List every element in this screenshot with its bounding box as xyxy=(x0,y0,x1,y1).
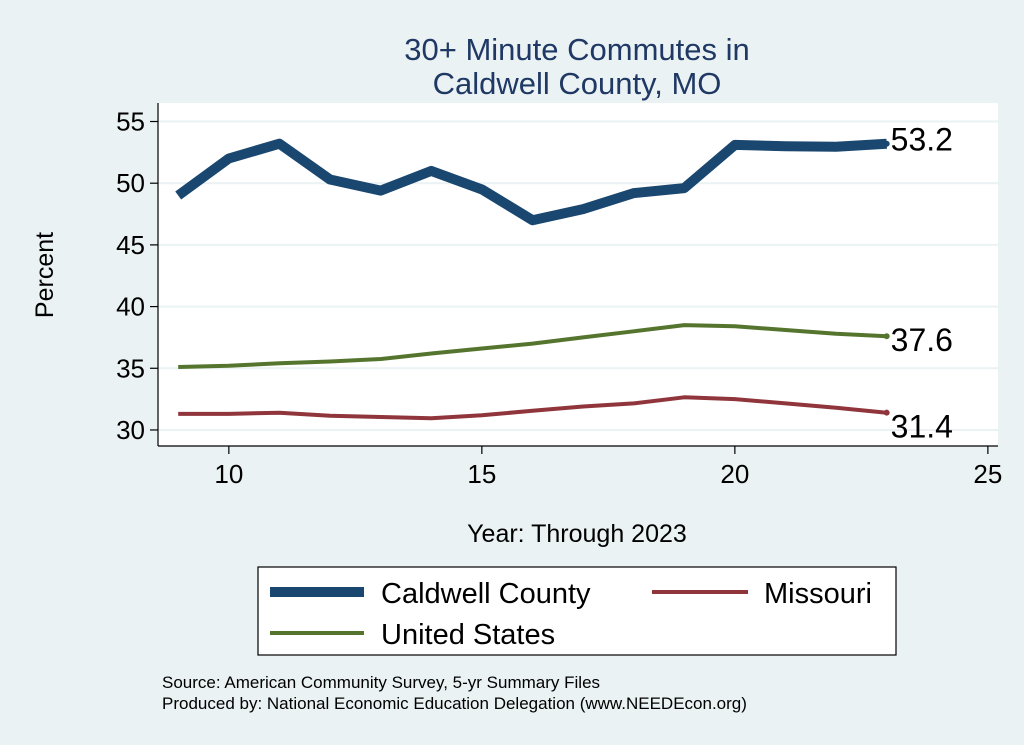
end-label-caldwell-county: 53.2 xyxy=(891,122,953,158)
series-line-caldwell-county xyxy=(175,138,888,226)
y-tick-label-55: 55 xyxy=(116,107,145,137)
end-label-united-states: 37.6 xyxy=(891,322,953,358)
producer-note: Produced by: National Economic Education… xyxy=(162,694,747,713)
end-point-caldwell-county xyxy=(883,140,890,147)
gridlines xyxy=(158,120,998,431)
series-line-missouri xyxy=(178,395,887,421)
end-point-united-states xyxy=(883,333,890,340)
y-tick-label-50: 50 xyxy=(116,168,145,198)
y-axis-label: Percent xyxy=(31,232,59,318)
y-tick-label-45: 45 xyxy=(116,230,145,260)
y-tick-label-35: 35 xyxy=(116,353,145,383)
x-axis-ticks: 10 15 20 25 xyxy=(214,446,1002,489)
end-labels: 53.2 37.6 31.4 xyxy=(891,122,953,445)
series-lines xyxy=(175,138,890,421)
legend: Caldwell County Missouri United States xyxy=(257,566,897,656)
y-tick-label-40: 40 xyxy=(116,292,145,322)
x-tick-label-20: 20 xyxy=(720,459,749,489)
chart-title-line-1: 30+ Minute Commutes in xyxy=(404,32,749,67)
legend-label-caldwell-county: Caldwell County xyxy=(381,578,591,610)
y-tick-label-30: 30 xyxy=(116,415,145,445)
plot-area xyxy=(158,103,998,446)
x-axis-label: Year: Through 2023 xyxy=(467,520,687,548)
legend-box xyxy=(257,566,897,656)
source-note: Source: American Community Survey, 5-yr … xyxy=(162,673,600,692)
x-tick-label-25: 25 xyxy=(973,459,1002,489)
legend-label-missouri: Missouri xyxy=(764,578,872,610)
legend-label-united-states: United States xyxy=(381,619,555,651)
x-tick-label-10: 10 xyxy=(214,459,243,489)
end-point-missouri xyxy=(883,409,890,416)
x-tick-label-15: 15 xyxy=(467,459,496,489)
chart-title-line-2: Caldwell County, MO xyxy=(433,66,722,101)
y-axis-ticks: 30 35 40 45 50 55 xyxy=(116,107,158,445)
end-label-missouri: 31.4 xyxy=(891,409,953,445)
series-line-united-states xyxy=(178,323,887,369)
